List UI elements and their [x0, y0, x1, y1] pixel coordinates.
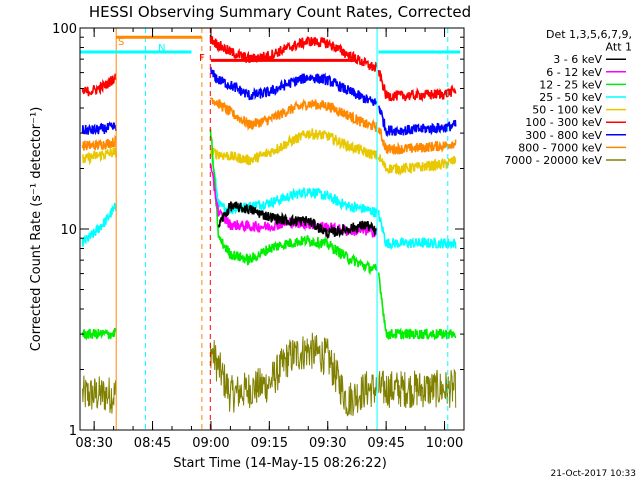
y-tick-label-1: 1 — [69, 424, 77, 439]
series-7000-20000keV-line — [82, 332, 457, 417]
legend-entry-0: 3 - 6 keV — [553, 53, 602, 66]
series-50-100keV-line — [81, 128, 457, 176]
y-axis: 1 10 100 — [52, 22, 464, 439]
legend-entry-5: 100 - 300 keV — [525, 116, 602, 129]
legend-entry-7: 800 - 7000 keV — [518, 141, 602, 154]
y-axis-label: Corrected Count Rate (s⁻¹ detector⁻¹) — [29, 107, 44, 352]
x-axis-label: Start Time (14-May-15 08:26:22) — [173, 456, 387, 471]
series-layer — [81, 34, 457, 417]
series-12-25keV-line — [81, 128, 457, 341]
x-tick-label-08:45: 08:45 — [134, 436, 171, 451]
flag-label-S: S — [118, 37, 124, 48]
series-800-7000keV-line — [81, 97, 457, 156]
flag-layer: S N F — [80, 35, 461, 64]
legend-header-0: Det 1,3,5,6,7,9, — [546, 28, 632, 41]
x-tick-label-09:30: 09:30 — [309, 436, 346, 451]
x-tick-label-10:00: 10:00 — [426, 436, 463, 451]
x-tick-label-09:45: 09:45 — [367, 436, 404, 451]
series-300-800keV-line — [81, 66, 457, 138]
chart-title: HESSI Observing Summary Count Rates, Cor… — [89, 3, 471, 21]
legend-entry-1: 6 - 12 keV — [546, 66, 602, 79]
y-tick-label-100: 100 — [52, 22, 77, 37]
marker-layer — [115, 28, 449, 430]
legend-entry-8: 7000 - 20000 keV — [504, 154, 602, 167]
footer-timestamp: 21-Oct-2017 10:33 — [551, 469, 636, 479]
x-tick-label-08:30: 08:30 — [75, 436, 112, 451]
flag-label-F: F — [199, 53, 205, 64]
legend-entry-6: 300 - 800 keV — [525, 129, 602, 142]
x-tick-label-09:00: 09:00 — [192, 436, 229, 451]
x-axis: 08:30 08:45 09:00 09:15 09:30 09:45 10:00 — [75, 28, 465, 451]
y-tick-label-10: 10 — [60, 223, 77, 238]
legend-entry-4: 50 - 100 keV — [532, 104, 602, 117]
x-tick-label-09:15: 09:15 — [251, 436, 288, 451]
series-3-6keV-line — [217, 201, 378, 239]
legend-entry-2: 12 - 25 keV — [539, 78, 602, 91]
legend-header-1: Att 1 — [606, 41, 632, 54]
legend-entry-3: 25 - 50 keV — [539, 91, 602, 104]
series-100-300keV-line — [81, 34, 457, 103]
flag-label-N: N — [158, 43, 165, 54]
